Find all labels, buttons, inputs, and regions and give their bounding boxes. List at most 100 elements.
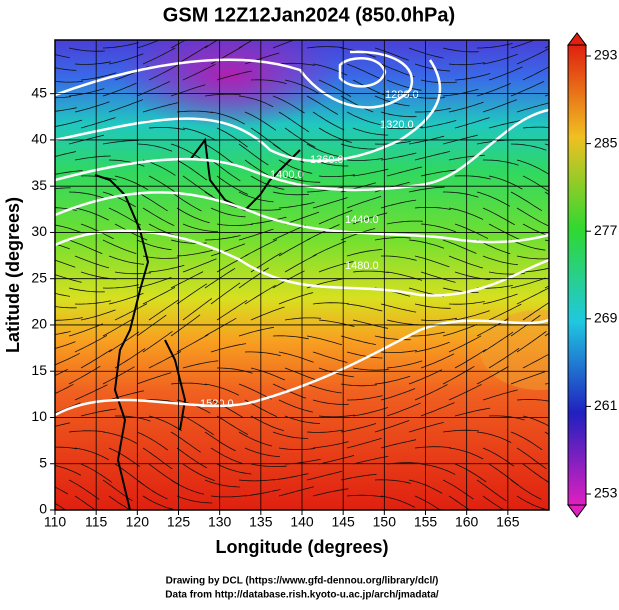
streamline — [380, 303, 417, 313]
streamline — [182, 360, 219, 369]
streamline — [510, 431, 543, 451]
streamline — [108, 390, 144, 401]
streamline — [278, 159, 313, 174]
streamline — [312, 111, 345, 131]
y-axis-label: Latitude (degrees) — [3, 197, 23, 353]
streamline — [408, 479, 443, 494]
streamline — [346, 351, 383, 359]
streamline — [55, 502, 67, 510]
streamline — [80, 463, 113, 483]
streamline — [374, 420, 410, 433]
streamline — [55, 306, 77, 309]
streamline — [312, 399, 349, 405]
streamline — [170, 84, 206, 97]
streamline — [442, 134, 479, 145]
streamline — [55, 422, 70, 427]
streamline — [182, 415, 214, 436]
streamline — [55, 53, 70, 58]
streamline — [182, 298, 213, 321]
streamline — [272, 335, 309, 340]
streamline — [102, 140, 139, 145]
streamline — [408, 135, 445, 145]
streamline — [80, 72, 117, 81]
streamline — [278, 351, 314, 363]
streamline — [510, 479, 542, 500]
streamline — [278, 238, 311, 257]
x-tick-label: 130 — [208, 514, 232, 530]
streamline — [250, 367, 286, 381]
streamline — [420, 271, 456, 283]
streamline — [176, 159, 208, 181]
streamline — [142, 255, 179, 259]
streamline — [408, 239, 445, 249]
streamline — [482, 447, 515, 467]
streamline — [318, 414, 355, 418]
streamline — [306, 95, 339, 115]
streamline — [176, 495, 213, 504]
streamline — [340, 335, 376, 345]
colorbar-min-arrow — [567, 504, 587, 518]
streamline — [352, 168, 389, 177]
streamline — [250, 415, 284, 432]
streamline — [80, 309, 116, 321]
streamline — [244, 207, 281, 211]
streamline — [244, 489, 281, 497]
streamline — [55, 352, 80, 366]
streamline — [74, 495, 97, 510]
streamline — [170, 191, 202, 212]
streamlines — [55, 40, 549, 510]
warm-patch — [480, 310, 549, 390]
streamline — [374, 479, 411, 484]
streamline — [386, 220, 423, 225]
streamline — [55, 383, 74, 395]
streamline — [210, 343, 247, 353]
streamline — [55, 486, 69, 495]
y-tick-label: 10 — [31, 408, 47, 424]
streamline — [306, 224, 340, 241]
streamline — [176, 447, 208, 469]
streamline — [55, 465, 82, 476]
streamline — [68, 365, 101, 385]
streamline — [182, 127, 217, 142]
streamline — [420, 402, 455, 417]
streamline — [346, 249, 383, 257]
streamline — [102, 82, 137, 97]
streamline — [170, 314, 201, 337]
streamline — [306, 335, 343, 346]
streamline — [210, 243, 246, 257]
streamline — [244, 447, 280, 458]
streamline — [182, 223, 219, 233]
streamline — [176, 283, 208, 305]
streamline — [238, 383, 272, 400]
streamline — [476, 191, 511, 207]
streamline — [482, 495, 505, 510]
streamline — [108, 207, 141, 226]
streamline — [250, 306, 285, 321]
streamline — [114, 175, 149, 191]
streamline — [136, 431, 169, 451]
x-tick-label: 135 — [249, 514, 273, 530]
streamline — [482, 389, 518, 401]
plot-area: 1520.0 1480.0 1440.0 1400.0 1360.0 1320.… — [55, 40, 549, 510]
streamline — [516, 287, 549, 305]
streamline — [216, 299, 248, 321]
x-tick-label: 155 — [414, 514, 438, 530]
streamline — [454, 73, 491, 81]
streamline — [346, 196, 382, 209]
streamline — [380, 388, 416, 401]
streamline — [136, 143, 173, 152]
streamline — [318, 174, 355, 177]
streamline — [238, 431, 273, 447]
streamline — [55, 67, 77, 71]
streamline — [420, 223, 457, 233]
x-tick-label: 150 — [373, 514, 397, 530]
x-tick-label: 140 — [290, 514, 314, 530]
streamline — [516, 48, 549, 65]
streamline — [176, 334, 209, 353]
streamline — [142, 287, 176, 305]
streamline — [386, 166, 422, 177]
y-tick-label: 15 — [31, 362, 47, 378]
streamline — [516, 102, 549, 113]
streamline — [442, 324, 478, 337]
streamline — [68, 479, 100, 500]
